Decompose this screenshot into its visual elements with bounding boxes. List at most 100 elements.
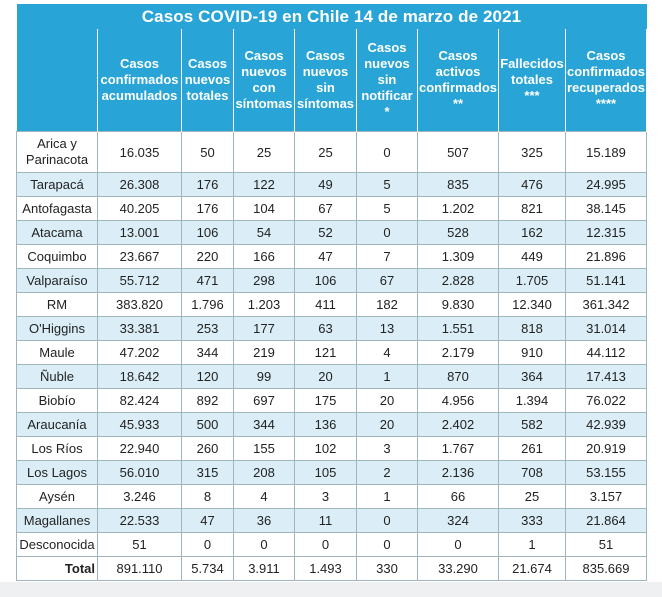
cell-value: 253 — [181, 316, 234, 341]
column-header-7: Fallecidos totales *** — [498, 29, 566, 132]
region-name-line: Los Ríos — [31, 440, 83, 456]
cell-value: 25 — [294, 131, 357, 173]
column-header-line: nuevos — [184, 72, 231, 87]
table-row: Antofagasta 40.205 176 104 67 5 1.202 821 38.145 — [16, 196, 647, 221]
cell-value: 697 — [233, 388, 295, 413]
table-row: Arica y Parinacota 16.035 50 25 25 0 507 325 15.1… — [16, 131, 647, 173]
table-row: Ñuble 18.642 120 99 20 1 870 364 17.413 — [16, 364, 647, 389]
cell-value: 21.864 — [565, 508, 647, 533]
cell-value: 892 — [181, 388, 234, 413]
cell-value: 361.342 — [565, 292, 647, 317]
cell-value: 22.940 — [97, 436, 182, 461]
cell-value: 471 — [181, 268, 234, 293]
column-header-line: con — [252, 80, 276, 95]
cell-value: 20 — [356, 388, 418, 413]
region-name: Coquimbo — [16, 244, 98, 269]
column-header-6: Casos activos confirmados ** — [417, 29, 499, 132]
column-header-line: Casos — [305, 48, 346, 63]
cell-value: 18.642 — [97, 364, 182, 389]
column-header-line: Casos — [586, 48, 626, 63]
column-header-line: nuevos — [241, 64, 287, 79]
cell-value: 1.203 — [233, 292, 295, 317]
cell-value: 67 — [294, 196, 357, 221]
region-name-line: Los Lagos — [27, 464, 87, 480]
table-row: Atacama 13.001 106 54 52 0 528 162 12.315 — [16, 220, 647, 245]
column-header-line: notificar — [361, 88, 413, 103]
cell-value: 12.315 — [565, 220, 647, 245]
cell-value: 333 — [498, 508, 566, 533]
cell-value: 52 — [294, 220, 357, 245]
column-header-line: Casos — [438, 48, 478, 63]
cell-value: 104 — [233, 196, 295, 221]
region-name: Tarapacá — [16, 172, 98, 197]
region-name: Araucanía — [16, 412, 98, 437]
cell-value: 17.413 — [565, 364, 647, 389]
cell-value: 8 — [181, 484, 234, 509]
cell-value: 40.205 — [97, 196, 182, 221]
region-name-line: Magallanes — [23, 512, 91, 528]
table-row: Biobío 82.424 892 697 175 20 4.956 1.394 76.022 — [16, 388, 647, 413]
region-name: Arica y Parinacota — [16, 131, 98, 173]
region-name: RM — [16, 292, 98, 317]
cell-value: 44.112 — [565, 340, 647, 365]
cell-value: 38.145 — [565, 196, 647, 221]
cell-value: 2.136 — [417, 460, 499, 485]
column-header-line: recuperados — [566, 80, 646, 95]
column-header-3: Casos nuevos con síntomas — [233, 29, 295, 132]
cell-value: 0 — [356, 532, 418, 557]
column-header-line: sin — [377, 72, 397, 87]
cell-value: 13.001 — [97, 220, 182, 245]
column-header-line: *** — [524, 88, 540, 103]
cell-value: 82.424 — [97, 388, 182, 413]
cell-value: 220 — [181, 244, 234, 269]
column-header-line: totales — [186, 88, 229, 103]
column-header-line: **** — [595, 96, 617, 111]
cell-value: 1.394 — [498, 388, 566, 413]
cell-value: 15.189 — [565, 131, 647, 173]
region-name-line: Arica y — [37, 136, 77, 151]
cell-value: 166 — [233, 244, 295, 269]
cell-value: 0 — [417, 532, 499, 557]
column-header-8: Casos confirmados recuperados **** — [565, 29, 647, 132]
cell-value: 1 — [356, 364, 418, 389]
column-header-line: acumulados — [101, 88, 178, 103]
column-header-line: síntomas — [235, 96, 293, 111]
table-row: O'Higgins 33.381 253 177 63 13 1.551 818 31.014 — [16, 316, 647, 341]
cell-value: 51.141 — [565, 268, 647, 293]
cell-value: 3.246 — [97, 484, 182, 509]
column-header-line: síntomas — [296, 96, 355, 111]
cell-value: 51 — [565, 532, 647, 557]
cell-value: 1.551 — [417, 316, 499, 341]
column-header-line: confirmados — [418, 80, 497, 95]
column-header-2: Casos nuevos totales — [181, 29, 234, 132]
region-name-line: RM — [46, 296, 68, 312]
cell-value: 67 — [356, 268, 418, 293]
region-name-line: Valparaíso — [26, 272, 88, 288]
cell-value: 821 — [498, 196, 566, 221]
cell-value: 1.202 — [417, 196, 499, 221]
cell-value: 0 — [294, 532, 357, 557]
cell-value: 3 — [356, 436, 418, 461]
cell-value: 51 — [97, 532, 182, 557]
cell-value: 2.179 — [417, 340, 499, 365]
cell-value: 25 — [233, 131, 295, 173]
cell-value: 76.022 — [565, 388, 647, 413]
cell-value: 507 — [417, 131, 499, 173]
cell-value: 21.896 — [565, 244, 647, 269]
cell-value: 55.712 — [97, 268, 182, 293]
cell-value: 528 — [417, 220, 499, 245]
region-name-line: O'Higgins — [29, 320, 85, 336]
region-name: Magallanes — [16, 508, 98, 533]
region-name: Ñuble — [16, 364, 98, 389]
region-name-line: Tarapacá — [30, 176, 84, 192]
cell-value: 260 — [181, 436, 234, 461]
cell-value: 3.157 — [565, 484, 647, 509]
column-header-line: ** — [452, 96, 464, 111]
cell-value: 63 — [294, 316, 357, 341]
column-header-1: Casos confirmados acumulados — [97, 29, 182, 132]
region-name: Los Ríos — [16, 436, 98, 461]
region-name-line: Aysén — [39, 488, 75, 504]
cell-value: 411 — [294, 292, 357, 317]
cell-value: 870 — [417, 364, 499, 389]
cell-value: 106 — [181, 220, 234, 245]
